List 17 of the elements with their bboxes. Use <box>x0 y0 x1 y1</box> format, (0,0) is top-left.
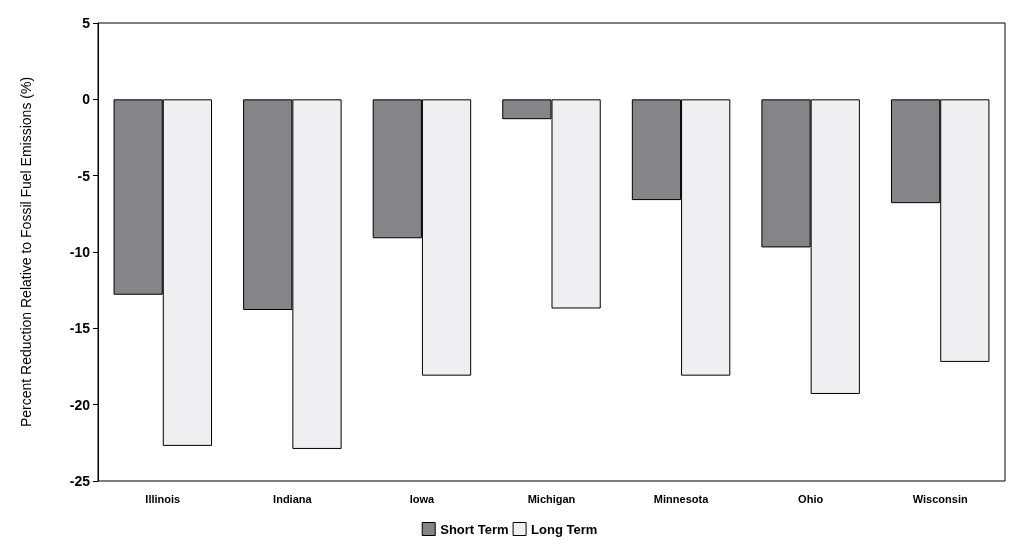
x-tick-label: Minnesota <box>653 492 710 505</box>
y-tick-label: -15 <box>69 320 91 337</box>
x-tick-label: Iowa <box>409 492 436 505</box>
y-tick-label: -25 <box>69 473 91 489</box>
y-tick-label: -5 <box>77 167 91 184</box>
x-tick-label: Illinois <box>145 492 181 505</box>
x-tick-label: Michigan <box>527 492 576 505</box>
x-tick-label: Wisconsin <box>912 492 968 505</box>
y-axis-title: Percent Reduction Relative to Fossil Fuel Emissions (%) <box>18 76 34 428</box>
y-tick-label: -20 <box>69 396 91 413</box>
legend-label: Short Term <box>440 521 509 537</box>
x-tick-label: Indiana <box>273 492 313 505</box>
x-tick-label: Ohio <box>798 492 824 505</box>
y-tick-label: 0 <box>82 91 91 108</box>
y-tick-label: -10 <box>69 244 91 260</box>
legend-label: Long Term <box>531 521 598 537</box>
y-tick-label: 5 <box>82 15 91 31</box>
